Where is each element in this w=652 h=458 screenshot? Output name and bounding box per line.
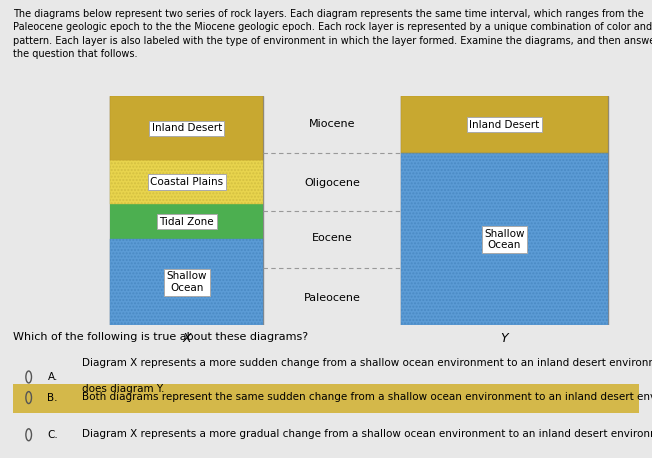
Bar [110,204,263,239]
Text: Diagram X represents a more sudden change from a shallow ocean environment to an: Diagram X represents a more sudden chang… [82,358,652,368]
Bar [110,160,263,204]
Bar [110,96,263,325]
Bar [401,96,608,153]
Text: Inland Desert: Inland Desert [469,120,539,130]
Text: Shallow
Ocean: Shallow Ocean [166,272,207,293]
FancyBboxPatch shape [13,384,639,413]
Bar [110,160,263,204]
Text: Miocene: Miocene [309,119,355,129]
Text: X: X [183,333,191,345]
Bar [401,96,608,153]
Text: Y: Y [501,333,508,345]
Text: Which of the following is true about these diagrams?: Which of the following is true about the… [13,332,308,342]
Bar [110,96,263,160]
Text: Coastal Plains: Coastal Plains [150,177,223,187]
Text: Diagram X represents a more gradual change from a shallow ocean environment to a: Diagram X represents a more gradual chan… [82,429,652,439]
Bar [110,239,263,325]
Text: Both diagrams represent the same sudden change from a shallow ocean environment : Both diagrams represent the same sudden … [82,392,652,402]
Bar [110,96,263,160]
Text: Eocene: Eocene [312,233,353,243]
Text: The diagrams below represent two series of rock layers. Each diagram represents : The diagrams below represent two series … [13,9,652,59]
Text: does diagram Y.: does diagram Y. [82,384,164,393]
Bar [401,96,608,325]
Bar [401,153,608,325]
Text: C.: C. [48,430,58,440]
Text: Oligocene: Oligocene [304,178,360,188]
Text: Paleocene: Paleocene [304,293,361,303]
Text: Tidal Zone: Tidal Zone [160,217,214,227]
Text: Shallow
Ocean: Shallow Ocean [484,229,525,250]
Text: Inland Desert: Inland Desert [152,123,222,133]
Text: A.: A. [48,372,58,382]
Bar [401,153,608,325]
Bar [110,239,263,325]
Text: B.: B. [48,393,58,403]
